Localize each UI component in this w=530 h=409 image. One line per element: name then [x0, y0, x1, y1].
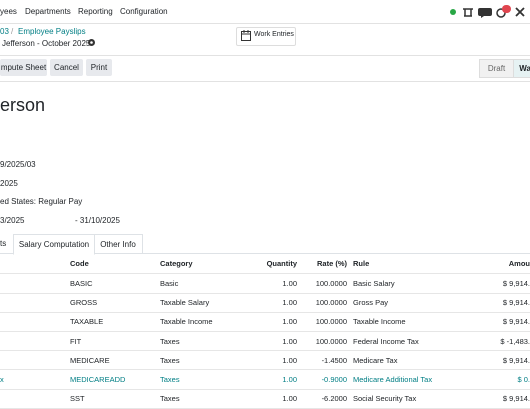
calendar-icon: [241, 30, 251, 41]
column-header[interactable]: Code: [70, 259, 89, 268]
table-cell: GROSS: [70, 298, 98, 308]
tab-active[interactable]: Salary Computation: [13, 234, 95, 255]
tab[interactable]: Other Info: [94, 234, 143, 254]
table-cell: $ 9,914.: [502, 279, 530, 288]
gear-icon[interactable]: [87, 38, 96, 47]
table-cell: MEDICARE: [70, 355, 110, 365]
nav-icons: [450, 5, 525, 18]
table-cell: Taxable Income: [160, 317, 213, 327]
employee-name: erson: [0, 95, 46, 115]
table-cell: Taxes: [160, 375, 180, 384]
table-cell: Gross Pay: [353, 298, 389, 308]
table-cell: Taxable Salary: [160, 298, 210, 308]
column-header[interactable]: Quantity: [266, 259, 297, 268]
button[interactable]: Print: [86, 59, 112, 76]
nav-item[interactable]: Departments: [25, 7, 71, 16]
status-current[interactable]: Wa: [513, 59, 530, 78]
row-line: [0, 369, 530, 371]
table-cell: Basic: [160, 279, 179, 288]
button[interactable]: mpute Sheet: [0, 59, 47, 76]
table-cell: 1.00: [282, 355, 297, 365]
table-cell: Basic Salary: [353, 279, 395, 288]
nav-item[interactable]: Reporting: [78, 7, 113, 16]
table-cell: Social Security Tax: [353, 394, 417, 404]
table-cell: x: [0, 375, 4, 384]
table-cell: Taxes: [160, 394, 180, 404]
table-cell: 100.0000: [315, 317, 347, 327]
table-cell: Medicare Additional Tax: [353, 375, 433, 384]
table-cell: 1.00: [282, 298, 297, 308]
breadcrumb-link[interactable]: Employee Payslips: [18, 27, 86, 36]
status-draft[interactable]: Draft: [479, 59, 514, 78]
badge: [502, 5, 511, 13]
column-header[interactable]: Rule: [353, 259, 370, 268]
row-line: [0, 311, 530, 313]
table-cell: 1.00: [282, 336, 297, 346]
table-cell: Taxes: [160, 336, 180, 346]
table-cell: Taxes: [160, 355, 180, 365]
table-cell: $ 9,914.: [502, 355, 530, 365]
row-line: [0, 330, 530, 332]
table-cell: $ 0.: [517, 375, 530, 384]
table-cell: 1.00: [282, 375, 297, 384]
table-cell: -0.9000: [321, 375, 347, 384]
table-cell: $ -1,483.: [500, 336, 530, 346]
breadcrumb-sep: /: [11, 27, 14, 36]
tab-line: [0, 253, 530, 254]
column-header[interactable]: Amou: [508, 259, 530, 268]
column-header[interactable]: Category: [160, 259, 193, 268]
chat-icon[interactable]: [478, 8, 492, 18]
work-entries-label: Work Entries: [254, 31, 294, 38]
table-cell: SST: [70, 394, 85, 404]
column-header[interactable]: Rate (%): [316, 259, 347, 268]
row-line: [0, 292, 530, 294]
table-cell: Medicare Tax: [353, 355, 398, 365]
table-cell: 1.00: [282, 317, 297, 327]
field-value: 3/2025: [0, 216, 25, 225]
table-cell: Federal Income Tax: [353, 336, 419, 346]
field-value: 9/2025/03: [0, 160, 36, 169]
row-line: [0, 350, 530, 352]
table-cell: $ 9,914.: [502, 394, 530, 404]
field-value: 2025: [0, 179, 18, 188]
status-dot: [450, 9, 456, 15]
field-value: - 31/10/2025: [75, 216, 120, 225]
table-cell: -1.4500: [321, 355, 347, 365]
nav-item[interactable]: Configuration: [120, 7, 168, 16]
table-cell: TAXABLE: [70, 317, 104, 327]
tools-icon[interactable]: [515, 7, 525, 17]
table-cell: 100.0000: [315, 336, 347, 346]
button[interactable]: Cancel: [50, 59, 83, 76]
phone-icon[interactable]: [463, 8, 473, 17]
header-line: [0, 273, 530, 274]
table-cell: 1.00: [282, 394, 297, 404]
top-nav: [0, 0, 530, 24]
table-cell: 1.00: [282, 279, 297, 288]
row-line: [0, 388, 530, 390]
breadcrumb-parent[interactable]: 03: [0, 27, 9, 36]
table-cell: $ 9,914.: [502, 317, 530, 327]
table-cell: Taxable Income: [353, 317, 406, 327]
table-cell: MEDICAREADD: [70, 375, 126, 384]
table-cell: BASIC: [70, 279, 93, 288]
field-value: ed States: Regular Pay: [0, 197, 83, 206]
tab[interactable]: ts: [0, 239, 7, 248]
table-cell: 100.0000: [315, 298, 347, 308]
breadcrumb-record: Jefferson - October 2025: [2, 39, 91, 48]
nav-item[interactable]: yees: [0, 7, 17, 16]
table-cell: $ 9,914.: [502, 298, 530, 308]
activity-icon[interactable]: [496, 8, 506, 18]
table-cell: 100.0000: [315, 279, 347, 288]
table-cell: -6.2000: [321, 394, 347, 404]
work-entries-button[interactable]: [236, 27, 296, 46]
table-cell: FIT: [70, 336, 82, 346]
badge-count: 5: [59, 3, 64, 9]
